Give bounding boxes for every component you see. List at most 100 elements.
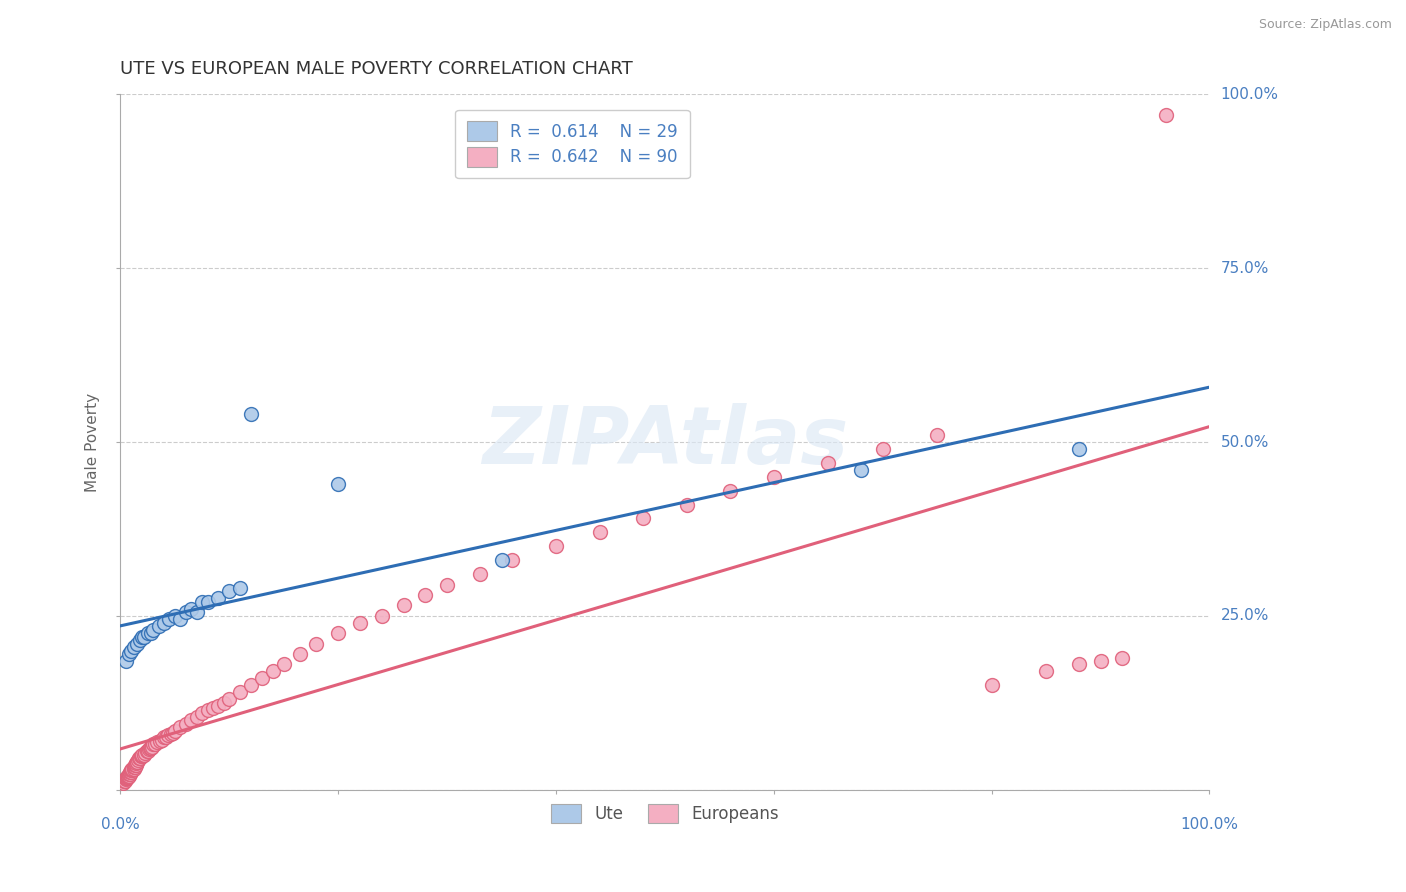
Text: 0.0%: 0.0% — [101, 817, 139, 832]
Point — [153, 731, 176, 745]
Y-axis label: Male Poverty: Male Poverty — [86, 392, 100, 491]
Text: UTE VS EUROPEAN MALE POVERTY CORRELATION CHART: UTE VS EUROPEAN MALE POVERTY CORRELATION… — [121, 60, 633, 78]
Point — [240, 407, 263, 421]
Point — [149, 734, 172, 748]
Point — [186, 709, 208, 723]
Point — [142, 738, 165, 752]
Point — [212, 696, 235, 710]
Point — [872, 442, 894, 456]
Point — [218, 584, 240, 599]
Point — [163, 723, 186, 738]
Point — [122, 640, 145, 654]
Point — [125, 757, 148, 772]
Point — [544, 539, 567, 553]
Point — [927, 428, 949, 442]
Point — [117, 769, 139, 783]
Point — [468, 567, 491, 582]
Point — [980, 678, 1002, 692]
Text: 100.0%: 100.0% — [1220, 87, 1278, 102]
Point — [1154, 108, 1177, 122]
Point — [118, 767, 141, 781]
Text: 100.0%: 100.0% — [1181, 817, 1239, 832]
Point — [118, 647, 141, 661]
Point — [197, 595, 219, 609]
Point — [115, 772, 138, 787]
Point — [120, 643, 142, 657]
Legend: Ute, Europeans: Ute, Europeans — [544, 797, 786, 830]
Point — [328, 476, 350, 491]
Point — [124, 760, 146, 774]
Point — [115, 772, 138, 786]
Point — [328, 626, 350, 640]
Point — [305, 637, 328, 651]
Point — [141, 739, 163, 754]
Point — [120, 763, 142, 777]
Point — [191, 706, 214, 720]
Point — [118, 769, 141, 783]
Point — [131, 630, 153, 644]
Point — [129, 751, 152, 765]
Point — [491, 553, 513, 567]
Point — [718, 483, 741, 498]
Point — [588, 525, 610, 540]
Point — [169, 720, 191, 734]
Point — [131, 749, 153, 764]
Point — [134, 747, 156, 762]
Point — [139, 740, 162, 755]
Point — [174, 605, 197, 619]
Point — [201, 700, 224, 714]
Point — [127, 753, 149, 767]
Point — [142, 623, 165, 637]
Point — [762, 470, 785, 484]
Point — [139, 626, 162, 640]
Point — [112, 774, 135, 789]
Point — [115, 770, 138, 784]
Point — [631, 511, 654, 525]
Text: Source: ZipAtlas.com: Source: ZipAtlas.com — [1258, 18, 1392, 31]
Point — [817, 456, 839, 470]
Point — [415, 588, 437, 602]
Point — [115, 771, 138, 785]
Point — [120, 765, 142, 780]
Point — [129, 749, 152, 764]
Point — [121, 763, 143, 777]
Text: ZIPAtlas: ZIPAtlas — [482, 403, 848, 481]
Point — [180, 713, 202, 727]
Point — [273, 657, 295, 672]
Point — [197, 703, 219, 717]
Text: 25.0%: 25.0% — [1220, 608, 1268, 624]
Point — [174, 716, 197, 731]
Point — [186, 605, 208, 619]
Point — [115, 654, 138, 668]
Point — [371, 608, 394, 623]
Point — [125, 755, 148, 769]
Point — [136, 626, 159, 640]
Point — [125, 637, 148, 651]
Point — [135, 744, 157, 758]
Point — [207, 699, 229, 714]
Point — [436, 577, 458, 591]
Point — [180, 602, 202, 616]
Point — [1067, 657, 1090, 672]
Point — [501, 553, 523, 567]
Point — [229, 581, 252, 595]
Point — [163, 608, 186, 623]
Point — [125, 756, 148, 771]
Point — [111, 775, 134, 789]
Point — [349, 615, 371, 630]
Point — [120, 767, 142, 781]
Point — [125, 755, 148, 769]
Point — [157, 728, 180, 742]
Point — [250, 672, 273, 686]
Point — [134, 747, 156, 761]
Text: 75.0%: 75.0% — [1220, 260, 1268, 276]
Point — [114, 773, 136, 788]
Point — [122, 762, 145, 776]
Point — [117, 770, 139, 784]
Point — [1035, 665, 1057, 679]
Point — [129, 633, 152, 648]
Point — [153, 615, 176, 630]
Point — [124, 758, 146, 772]
Point — [262, 665, 284, 679]
Point — [218, 692, 240, 706]
